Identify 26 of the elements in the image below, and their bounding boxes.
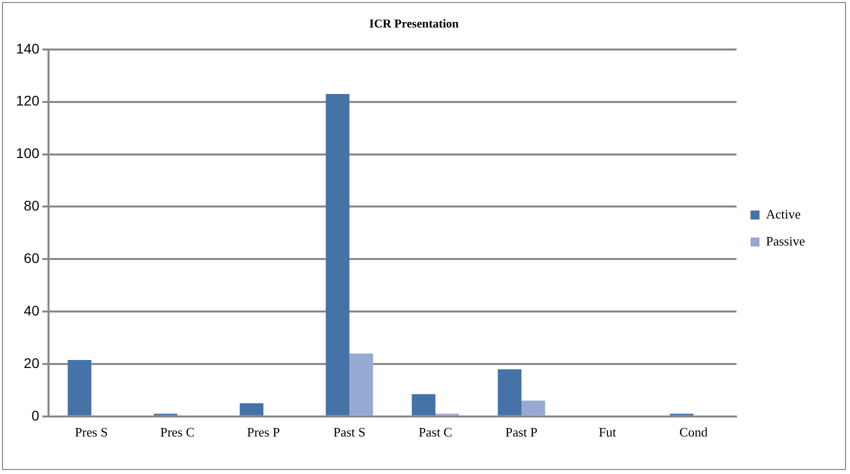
x-tick-label: Fut	[598, 424, 617, 440]
chart-title: ICR Presentation	[369, 16, 460, 30]
x-tick-label: Pres S	[74, 424, 108, 440]
y-tick-label: 40	[24, 302, 40, 318]
bar	[68, 360, 92, 416]
y-tick-label: 60	[24, 250, 40, 266]
bar	[412, 394, 436, 416]
y-tick-label: 20	[24, 354, 40, 371]
x-tick-label: Cond	[679, 424, 708, 440]
y-tick-label: 140	[16, 40, 40, 56]
y-tick-label: 100	[16, 145, 40, 162]
x-tick-label: Pres P	[246, 424, 280, 440]
bar	[349, 353, 374, 416]
x-tick-label: Past C	[418, 424, 452, 440]
bar	[521, 400, 546, 416]
legend-label: Passive	[766, 233, 806, 248]
x-tick-label: Pres C	[160, 424, 195, 440]
x-tick-label: Past S	[333, 424, 366, 440]
bar	[326, 94, 350, 416]
x-tick-label: Past P	[505, 424, 538, 440]
legend-label: Active	[766, 206, 801, 222]
bar	[240, 403, 264, 416]
y-tick-label: 120	[16, 92, 40, 109]
y-tick-label: 80	[24, 198, 40, 214]
y-tick-label: 0	[32, 407, 40, 424]
bar	[498, 369, 522, 416]
